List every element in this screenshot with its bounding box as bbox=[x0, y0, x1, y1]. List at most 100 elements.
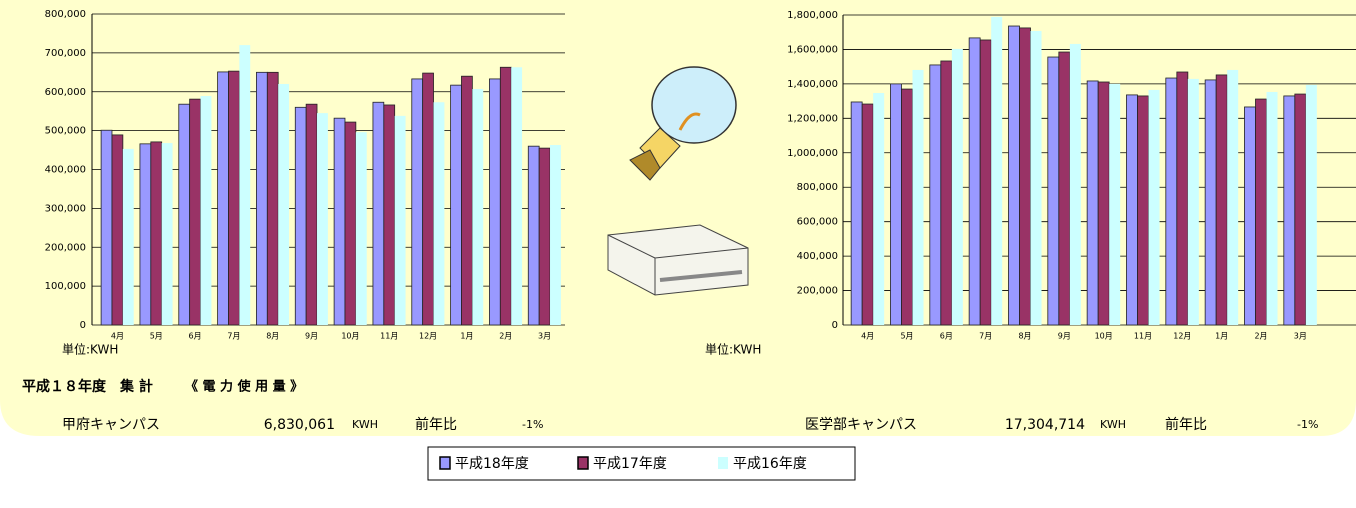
x-tick-label: 12月 bbox=[419, 332, 437, 341]
summary-unit: KWH bbox=[352, 418, 378, 431]
x-tick-label: 7月 bbox=[979, 332, 992, 341]
bar bbox=[217, 71, 229, 326]
bar bbox=[940, 60, 953, 326]
bar bbox=[355, 132, 367, 325]
bar bbox=[333, 117, 346, 326]
bar bbox=[317, 113, 328, 325]
bar bbox=[861, 103, 874, 326]
bar bbox=[979, 39, 992, 326]
x-tick-label: 2月 bbox=[499, 332, 512, 341]
bar bbox=[200, 96, 212, 326]
y-tick-label: 400,000 bbox=[797, 251, 838, 262]
bar bbox=[850, 101, 863, 326]
bar bbox=[511, 67, 523, 325]
bar bbox=[189, 98, 201, 326]
y-tick-label: 700,000 bbox=[45, 48, 86, 59]
bar bbox=[1137, 95, 1149, 326]
y-tick-label: 0 bbox=[832, 320, 838, 331]
y-tick-label: 200,000 bbox=[45, 242, 86, 253]
bulb-icon bbox=[629, 66, 737, 181]
summary-subtitle: 《 電 力 使 用 量 》 bbox=[185, 379, 303, 395]
bar bbox=[1097, 81, 1110, 326]
bar bbox=[1069, 43, 1081, 325]
bar bbox=[161, 143, 173, 325]
bar bbox=[912, 69, 924, 325]
bar bbox=[100, 129, 113, 326]
x-tick-label: 8月 bbox=[266, 332, 279, 341]
bar bbox=[1294, 93, 1307, 326]
bar bbox=[122, 148, 134, 325]
legend-label: 平成17年度 bbox=[593, 456, 667, 472]
summary-ratio: -1% bbox=[522, 418, 543, 431]
bar bbox=[991, 16, 1003, 326]
bar bbox=[1283, 95, 1296, 326]
bar bbox=[527, 145, 540, 326]
bar bbox=[422, 72, 434, 326]
y-tick-label: 1,600,000 bbox=[787, 44, 838, 55]
summary-campus: 医学部キャンパス bbox=[805, 417, 917, 433]
summary-ratio-label: 前年比 bbox=[415, 416, 457, 433]
summary-campus: 甲府キャンパス bbox=[62, 417, 160, 433]
y-tick-label: 800,000 bbox=[797, 182, 838, 193]
bar bbox=[1019, 27, 1031, 326]
x-tick-label: 1月 bbox=[460, 332, 473, 341]
bar bbox=[150, 141, 163, 326]
bar bbox=[239, 45, 251, 325]
legend-swatch bbox=[718, 457, 728, 469]
bar bbox=[450, 84, 462, 326]
bar bbox=[1109, 83, 1121, 325]
y-tick-label: 1,200,000 bbox=[787, 113, 838, 124]
x-tick-label: 3月 bbox=[538, 332, 551, 341]
legend-box bbox=[427, 446, 856, 481]
x-tick-label: 6月 bbox=[940, 332, 953, 341]
bar bbox=[1244, 106, 1256, 326]
x-tick-label: 11月 bbox=[380, 332, 398, 341]
summary-amount: 6,830,061 bbox=[264, 417, 335, 433]
bar bbox=[550, 145, 561, 325]
bar bbox=[294, 106, 307, 326]
unit-label: 単位:KWH bbox=[62, 342, 118, 357]
bar bbox=[1255, 98, 1267, 326]
bar bbox=[1204, 79, 1217, 326]
bar bbox=[901, 88, 913, 326]
y-tick-label: 400,000 bbox=[45, 165, 86, 176]
summary-ratio: -1% bbox=[1297, 418, 1318, 431]
y-tick-label: 1,800,000 bbox=[787, 10, 838, 21]
bar bbox=[411, 78, 424, 326]
x-tick-label: 8月 bbox=[1018, 332, 1031, 341]
bar bbox=[1030, 31, 1042, 326]
bar bbox=[1215, 74, 1228, 326]
y-tick-label: 800,000 bbox=[45, 9, 86, 20]
bar bbox=[1176, 71, 1189, 326]
y-tick-label: 500,000 bbox=[45, 126, 86, 137]
bar bbox=[499, 66, 512, 326]
x-tick-label: 5月 bbox=[900, 332, 913, 341]
summary-unit: KWH bbox=[1100, 418, 1126, 431]
bar bbox=[1266, 91, 1278, 325]
bar bbox=[256, 71, 268, 326]
x-tick-label: 9月 bbox=[305, 332, 318, 341]
bar bbox=[178, 103, 191, 326]
bar bbox=[305, 103, 318, 326]
bar bbox=[1148, 89, 1160, 326]
summary-amount: 17,304,714 bbox=[1005, 417, 1085, 433]
bar bbox=[873, 93, 885, 326]
bar bbox=[139, 143, 152, 326]
y-tick-label: 1,400,000 bbox=[787, 79, 838, 90]
bar bbox=[472, 89, 484, 325]
bar bbox=[1086, 80, 1099, 326]
bar bbox=[489, 78, 501, 326]
x-tick-label: 7月 bbox=[227, 332, 240, 341]
bar bbox=[383, 104, 396, 326]
bar bbox=[1058, 51, 1071, 326]
legend-swatch bbox=[439, 456, 451, 470]
y-tick-label: 300,000 bbox=[45, 203, 86, 214]
summary-title: 平成１８年度 集 計 bbox=[22, 378, 153, 395]
legend-swatch bbox=[577, 456, 589, 470]
x-tick-label: 10月 bbox=[1095, 332, 1113, 341]
x-tick-label: 1月 bbox=[1215, 332, 1228, 341]
bar bbox=[344, 121, 357, 326]
summary-ratio-label: 前年比 bbox=[1165, 416, 1207, 433]
bar bbox=[111, 134, 124, 326]
